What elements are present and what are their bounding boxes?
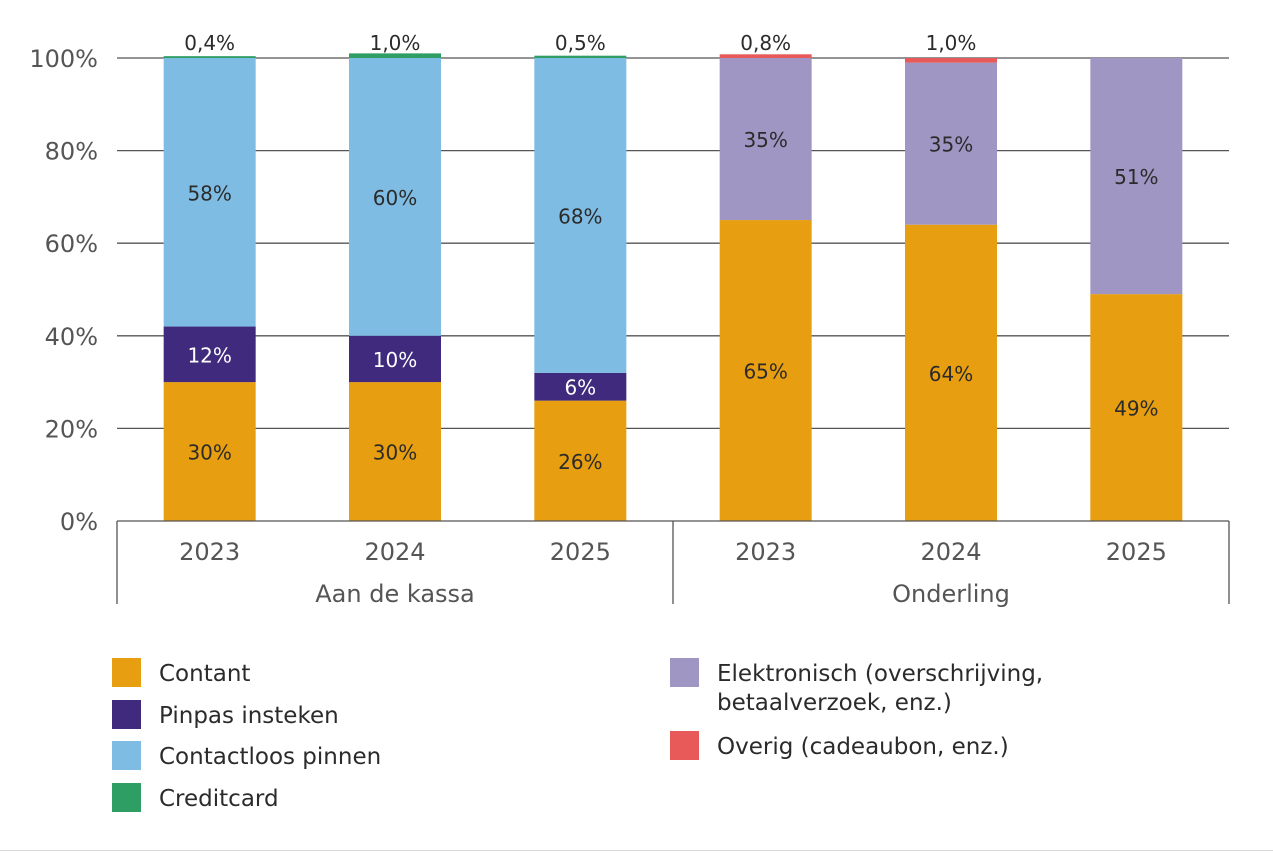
y-axis-ticks: 0% 20% 40% 60% 80% 100%: [29, 45, 98, 536]
y-tick-label: 100%: [29, 45, 98, 73]
legend-label: Pinpas insteken: [159, 703, 339, 729]
legend-label: Creditcard: [159, 786, 279, 812]
data-label: 30%: [373, 441, 417, 465]
bar-segment: [349, 58, 441, 336]
data-label: 1,0%: [370, 31, 421, 55]
bar-segment: [163, 58, 256, 327]
x-tick-label: 2024: [920, 538, 981, 566]
y-tick-label: 20%: [45, 415, 98, 443]
bar-segment: [534, 372, 627, 401]
data-label: 1,0%: [926, 31, 977, 55]
x-tick-label: 2024: [364, 538, 425, 566]
legend-swatch-elektronisch: [670, 658, 699, 687]
data-label: 58%: [187, 181, 231, 205]
y-tick-label: 40%: [45, 323, 98, 351]
data-label: 64%: [929, 362, 973, 386]
data-label: 49%: [1114, 397, 1158, 421]
bar-segment: [719, 58, 812, 221]
legend-label: Elektronisch (overschrijving, betaalverz…: [717, 660, 1043, 718]
legend-label-line: Elektronisch (overschrijving,: [717, 661, 1044, 687]
bar-segment: [349, 335, 441, 383]
legend-swatch-pinpas-insteken: [112, 700, 141, 729]
legend-label: Overig (cadeaubon, enz.): [717, 734, 1009, 760]
data-label: 68%: [558, 204, 602, 228]
data-label: 12%: [187, 343, 231, 367]
legend-label-line: betaalverzoek, enz.): [717, 690, 952, 716]
bar-segment: [163, 326, 256, 383]
bar-segment: [1090, 294, 1183, 521]
bar-segment: [534, 55, 627, 58]
bar-segment: [349, 382, 441, 521]
data-label: 51%: [1114, 165, 1158, 189]
legend-swatch-overig: [670, 731, 699, 760]
stacked-bar-chart: 0% 20% 40% 60% 80% 100% 30% 12% 58% 0,4% 30% 10% 60…: [29, 31, 1230, 608]
x-tick-label: 2025: [1106, 538, 1167, 566]
bar-segment: [349, 53, 441, 58]
data-label: 10%: [373, 348, 417, 372]
group-label: Onderling: [892, 580, 1010, 608]
data-label: 35%: [743, 128, 787, 152]
legend-swatch-contant: [112, 658, 141, 687]
legend-label: Contant: [159, 661, 251, 687]
data-label: 0,4%: [184, 31, 235, 55]
bottom-divider: [0, 850, 1273, 851]
bar-segment: [1090, 58, 1183, 295]
bar-segment: [534, 58, 627, 373]
data-label: 0,5%: [555, 31, 606, 55]
bar-segment: [719, 54, 812, 58]
legend-label: Contactloos pinnen: [159, 744, 382, 770]
data-label: 6%: [564, 376, 596, 400]
bars: [163, 53, 1183, 522]
bar-segment: [905, 224, 997, 521]
x-tick-label: 2025: [550, 538, 611, 566]
grid-lines: [117, 57, 1229, 430]
data-label: 26%: [558, 450, 602, 474]
group-label: Aan de kassa: [315, 580, 475, 608]
legend-swatch-creditcard: [112, 783, 141, 812]
bar-segment: [534, 400, 627, 521]
data-label: 30%: [187, 441, 231, 465]
bar-segment: [905, 58, 997, 63]
bar-segment: [719, 220, 812, 522]
y-tick-label: 80%: [45, 138, 98, 166]
x-tick-label: 2023: [735, 538, 796, 566]
y-tick-label: 60%: [45, 230, 98, 258]
x-tick-label: 2023: [179, 538, 240, 566]
bar-segment: [163, 382, 256, 521]
bar-segment: [905, 62, 997, 225]
x-axis: 2023 2024 2025 2023 2024 2025 Aan de kassa Onde…: [116, 520, 1230, 608]
legend-swatch-contactloos-pinnen: [112, 741, 141, 770]
data-labels: 30% 12% 58% 0,4% 30% 10% 60% 1,0% 26% 6% 68% 0,5% 65…: [184, 31, 1158, 474]
data-label: 0,8%: [740, 31, 791, 55]
data-label: 60%: [373, 186, 417, 210]
data-label: 35%: [929, 133, 973, 157]
bar-segment: [163, 56, 256, 58]
data-label: 65%: [743, 360, 787, 384]
y-tick-label: 0%: [60, 508, 98, 536]
